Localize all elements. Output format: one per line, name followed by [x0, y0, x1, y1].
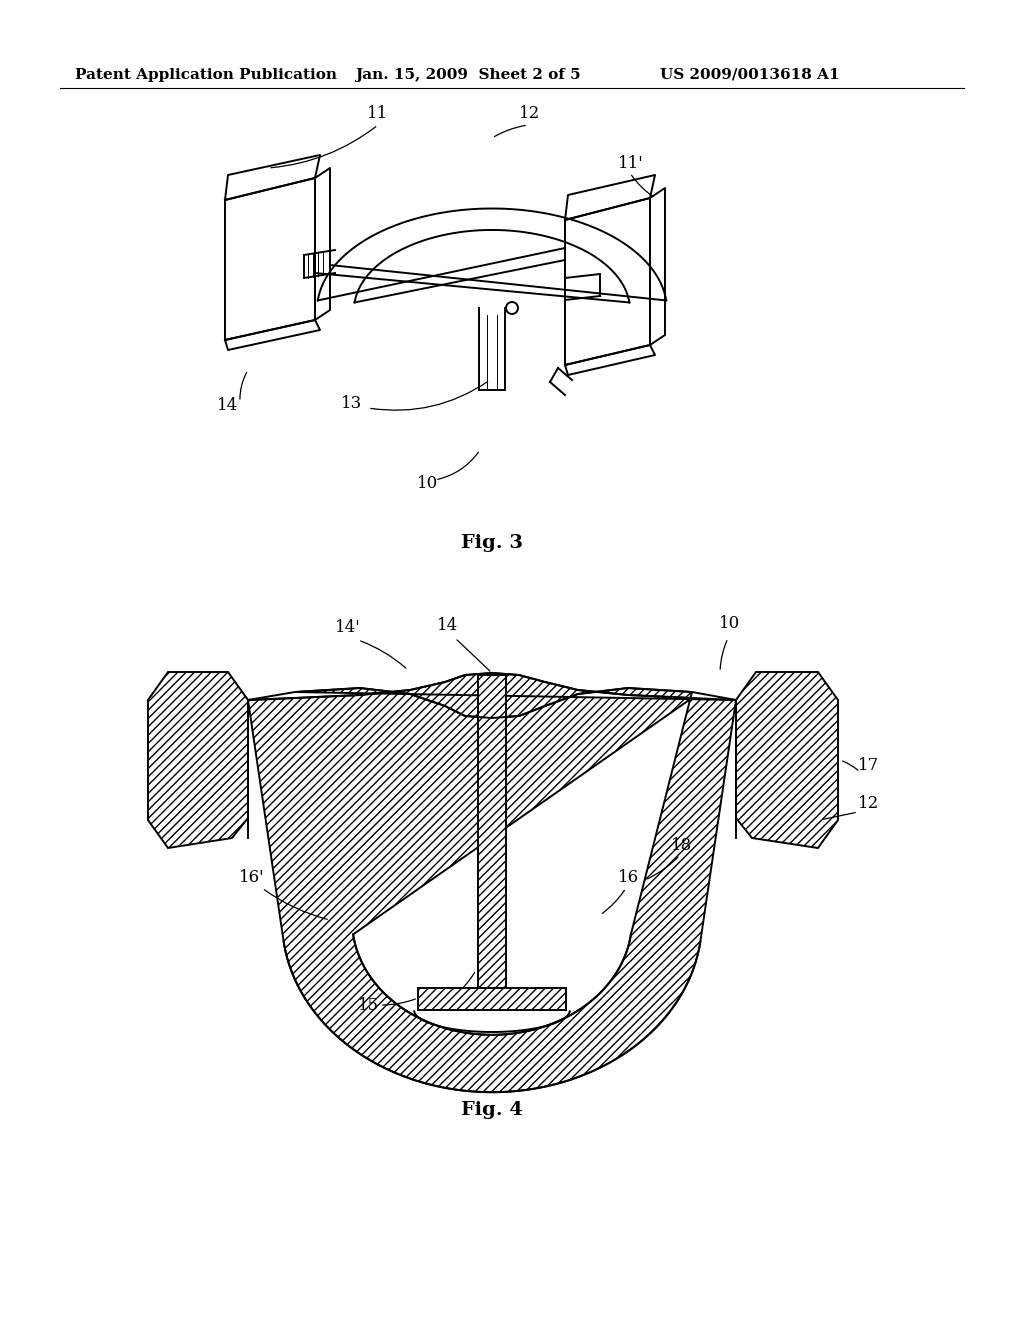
Polygon shape	[478, 675, 506, 990]
Text: 14: 14	[217, 397, 239, 414]
Text: 13: 13	[341, 395, 362, 412]
Text: 10: 10	[720, 615, 740, 632]
Text: 13: 13	[437, 987, 459, 1005]
Polygon shape	[418, 987, 566, 1010]
Polygon shape	[248, 673, 736, 1092]
Text: 12: 12	[519, 106, 541, 121]
Text: Jan. 15, 2009  Sheet 2 of 5: Jan. 15, 2009 Sheet 2 of 5	[355, 69, 581, 82]
Text: 14': 14'	[335, 619, 360, 636]
Polygon shape	[148, 672, 248, 847]
Text: 16': 16'	[240, 869, 265, 886]
Polygon shape	[736, 672, 838, 847]
Text: 18: 18	[672, 837, 692, 854]
Text: 11': 11'	[618, 154, 644, 172]
Text: Fig. 4: Fig. 4	[461, 1101, 523, 1119]
Text: 14: 14	[437, 616, 459, 634]
Text: 10: 10	[418, 475, 438, 492]
Text: US 2009/0013618 A1: US 2009/0013618 A1	[660, 69, 840, 82]
Text: 11: 11	[368, 106, 389, 121]
Text: 17: 17	[858, 756, 880, 774]
Text: Fig. 3: Fig. 3	[461, 535, 523, 552]
Text: 16: 16	[617, 869, 639, 886]
Text: 15: 15	[357, 997, 379, 1014]
Text: 12: 12	[858, 795, 880, 812]
Text: Patent Application Publication: Patent Application Publication	[75, 69, 337, 82]
